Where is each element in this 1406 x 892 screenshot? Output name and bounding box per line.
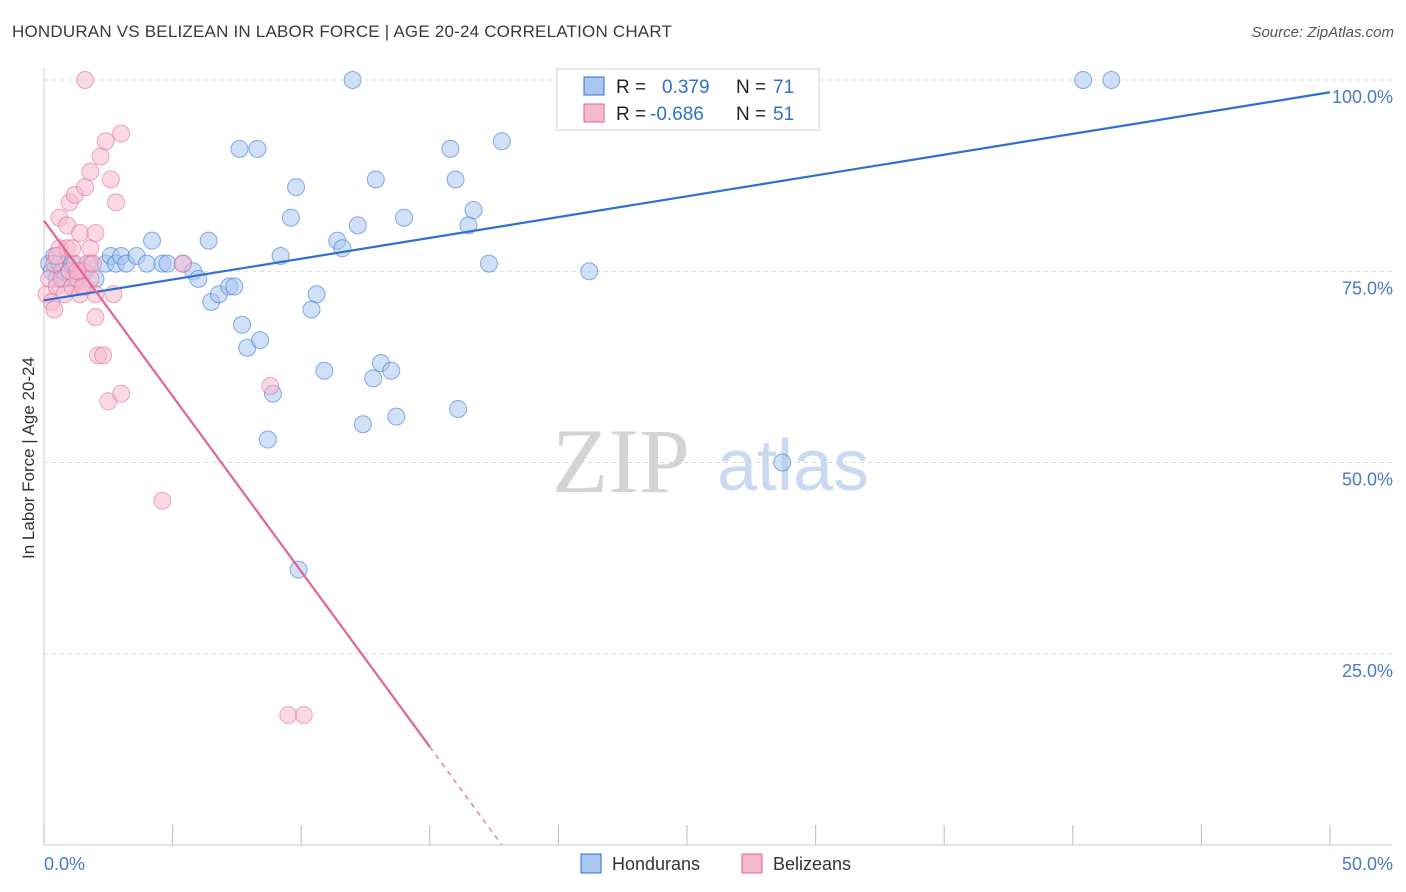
x-tick-label-0: 0.0% xyxy=(44,854,85,874)
trend-lines xyxy=(43,91,1331,846)
honduran-point-50 xyxy=(353,415,372,434)
belizean-point-50 xyxy=(83,254,102,273)
honduran-point-40 xyxy=(271,246,290,265)
honduran-point-52 xyxy=(366,170,385,189)
legend-r-label-1: R = xyxy=(616,77,646,98)
legend-box: R = 0.379 N = 71 R = -0.686 N = 51 xyxy=(556,68,820,131)
watermark-atlas: atlas xyxy=(717,426,869,506)
belizean-point-44 xyxy=(294,705,313,724)
belizean-point-33 xyxy=(81,162,100,181)
belizean-point-39 xyxy=(112,384,131,403)
belizean-point-41 xyxy=(173,254,192,273)
honduran-point-32 xyxy=(225,277,244,296)
legend-r-value-2: -0.686 xyxy=(650,104,704,125)
honduran-point-58 xyxy=(446,170,465,189)
honduran-point-34 xyxy=(233,315,252,334)
honduran-point-62 xyxy=(479,254,498,273)
belizean-point-30 xyxy=(107,193,126,212)
legend-r-value-1: 0.379 xyxy=(662,77,710,98)
belizean-point-46 xyxy=(47,246,66,265)
honduran-point-57 xyxy=(441,139,460,158)
honduran-point-49 xyxy=(348,216,367,235)
y-tick-label-2: 75.0% xyxy=(1342,278,1393,298)
honduran-point-69 xyxy=(1074,71,1093,89)
belizean-point-32 xyxy=(76,71,95,89)
belizean-point-27 xyxy=(91,147,110,166)
x-tick-label-1: 50.0% xyxy=(1342,854,1393,874)
honduran-point-63 xyxy=(492,132,511,151)
honduran-point-51 xyxy=(364,369,383,388)
series-belizeans-points xyxy=(37,71,313,724)
trend-line-belizeans xyxy=(43,220,431,748)
y-tick-label-0: 25.0% xyxy=(1342,661,1393,681)
belizean-point-29 xyxy=(101,170,120,189)
belizean-point-23 xyxy=(71,224,90,242)
belizean-point-36 xyxy=(94,346,113,365)
legend-n-value-1: 71 xyxy=(773,77,794,98)
honduran-point-59 xyxy=(449,399,468,418)
trend-line-extension-belizeans xyxy=(429,746,503,846)
honduran-point-48 xyxy=(333,239,352,258)
legend-r-label-2: R = xyxy=(616,104,646,125)
belizean-point-47 xyxy=(63,239,82,258)
honduran-point-21 xyxy=(137,254,156,273)
belizean-point-34 xyxy=(86,308,105,327)
honduran-point-46 xyxy=(315,361,334,380)
honduran-point-67 xyxy=(773,453,792,472)
belizean-point-25 xyxy=(81,239,100,258)
belizean-point-42 xyxy=(261,377,280,395)
honduran-point-56 xyxy=(395,208,414,227)
legend-swatch-belizeans xyxy=(583,103,605,123)
honduran-point-55 xyxy=(387,407,406,426)
legend-n-label-1: N = xyxy=(736,77,766,98)
chart-source: Source: ZipAtlas.com xyxy=(1251,24,1394,41)
bottom-legend-swatch-hondurans xyxy=(580,853,602,874)
legend-n-value-2: 51 xyxy=(773,104,794,125)
belizean-point-31 xyxy=(112,124,131,143)
honduran-point-54 xyxy=(382,361,401,380)
legend-n-label-2: N = xyxy=(736,104,766,125)
honduran-point-45 xyxy=(307,285,326,304)
y-tick-label-3: 100.0% xyxy=(1332,87,1393,107)
honduran-point-65 xyxy=(580,262,599,281)
honduran-point-44 xyxy=(302,300,321,319)
honduran-point-41 xyxy=(281,208,300,227)
bottom-legend-belizeans: Belizeans xyxy=(773,854,851,874)
honduran-point-37 xyxy=(251,331,270,350)
honduran-point-36 xyxy=(248,139,267,158)
belizean-point-26 xyxy=(86,224,105,242)
honduran-point-42 xyxy=(287,178,306,197)
honduran-point-68 xyxy=(343,71,362,89)
y-tick-label-1: 50.0% xyxy=(1342,470,1393,490)
honduran-point-33 xyxy=(230,139,249,158)
honduran-point-61 xyxy=(464,201,483,220)
trend-line-hondurans xyxy=(43,91,1331,302)
chart-title: HONDURAN VS BELIZEAN IN LABOR FORCE | AG… xyxy=(12,22,673,41)
belizean-point-45 xyxy=(45,300,64,319)
tick-labels: 25.0% 50.0% 75.0% 100.0% 0.0% 50.0% xyxy=(44,87,1393,874)
honduran-point-27 xyxy=(189,269,208,288)
belizean-point-43 xyxy=(279,705,298,724)
honduran-point-70 xyxy=(1102,71,1121,89)
honduran-point-24 xyxy=(158,254,177,273)
honduran-point-28 xyxy=(199,231,218,250)
belizean-point-24 xyxy=(76,178,95,197)
honduran-point-38 xyxy=(258,430,277,449)
bottom-legend-hondurans: Hondurans xyxy=(612,854,700,874)
bottom-legend-swatch-belizeans xyxy=(741,853,763,874)
axes xyxy=(43,68,1392,846)
watermark-zip: ZIP xyxy=(552,410,690,512)
legend-swatch-hondurans xyxy=(583,76,605,96)
y-axis-label: In Labor Force | Age 20-24 xyxy=(19,357,38,559)
honduran-point-22 xyxy=(143,231,162,250)
bottom-legend: Hondurans Belizeans xyxy=(580,853,851,874)
belizean-point-40 xyxy=(153,491,172,510)
belizean-point-28 xyxy=(96,132,115,151)
grid-lines xyxy=(44,79,1392,655)
